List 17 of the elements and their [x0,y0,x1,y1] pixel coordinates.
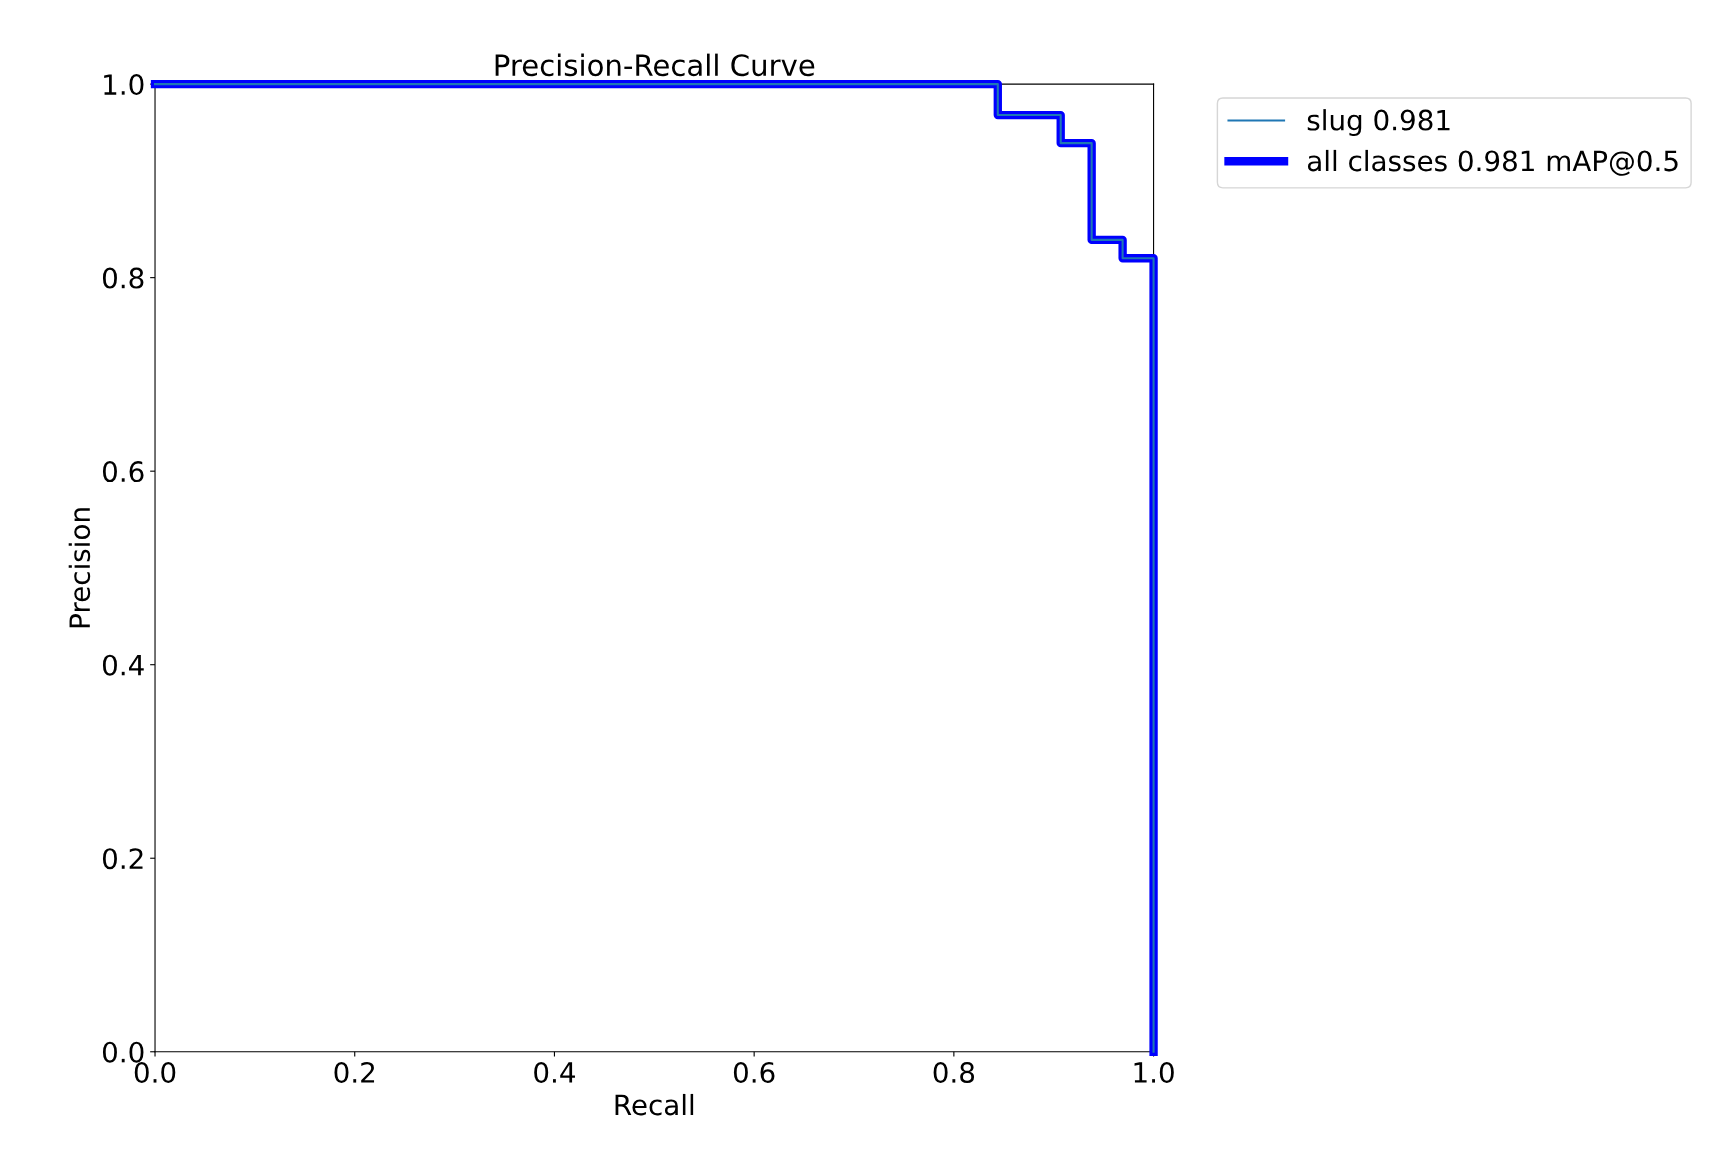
y-tick-label: 0.6 [102,461,144,483]
chart-title: Precision-Recall Curve [495,53,815,77]
y-tick-label: 0.0 [102,1041,144,1063]
x-tick-label: 0.8 [933,1061,975,1083]
x-axis-title: Recall [615,1093,694,1116]
legend-label: all classes 0.981 mAP@0.5 [1307,149,1678,176]
x-tick-label: 1.0 [1134,1061,1174,1083]
y-tick-label: 1.0 [104,74,144,96]
x-tick-label: 0.0 [134,1061,176,1083]
x-tick-label: 0.2 [334,1061,375,1083]
legend-label: slug 0.981 [1307,109,1450,136]
x-tick-label: 0.4 [534,1061,575,1083]
y-tick-label: 0.8 [102,267,144,289]
y-tick-label: 0.4 [102,654,144,676]
y-axis-title: Precision [68,508,91,628]
x-tick-label: 0.6 [733,1061,775,1083]
y-tick-label: 0.2 [102,848,143,870]
